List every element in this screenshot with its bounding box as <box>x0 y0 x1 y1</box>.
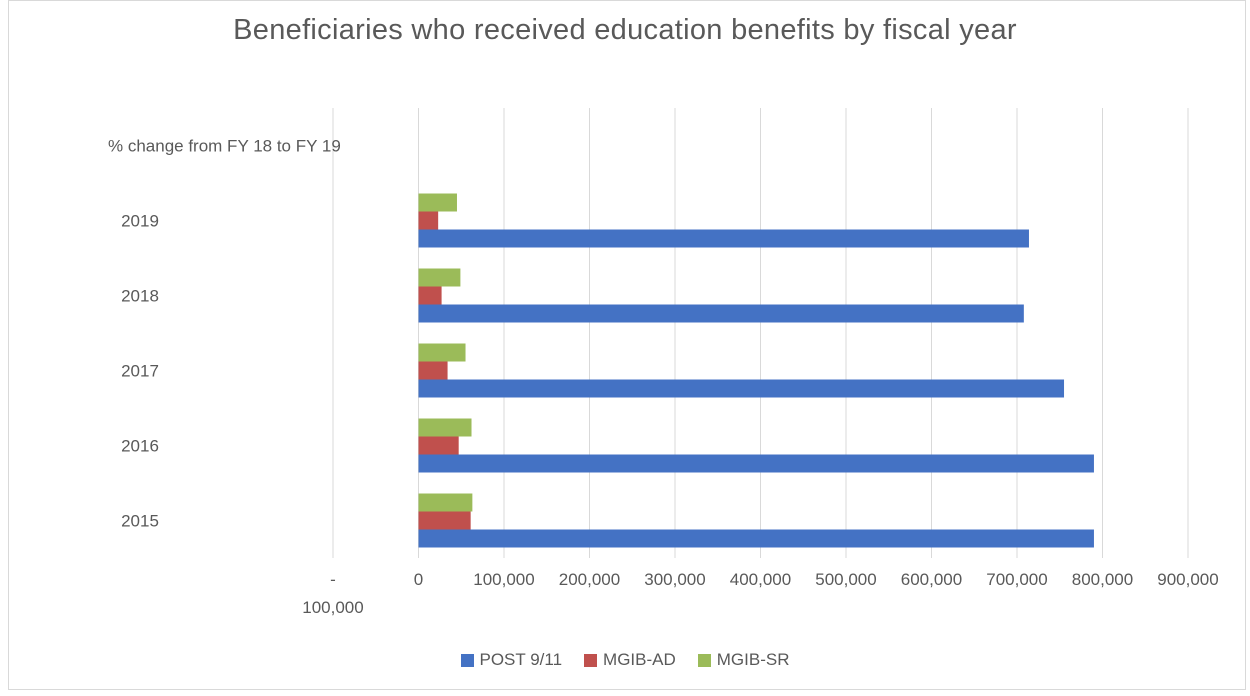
bar-mgib-ad-2017 <box>418 361 448 380</box>
category-label: 2017 <box>121 362 159 381</box>
x-tick-label: 500,000 <box>815 570 876 589</box>
legend-item: MGIB-SR <box>697 650 790 670</box>
x-tick-label: 400,000 <box>730 570 791 589</box>
x-tick-label: 0 <box>414 570 423 589</box>
x-tick-label: 100,000 <box>302 598 363 617</box>
legend-swatch <box>697 653 711 667</box>
bar-post-9-11-2018 <box>418 304 1024 323</box>
bar-mgib-sr-2015 <box>418 493 473 512</box>
bar-post-9-11-2017 <box>418 379 1065 398</box>
x-tick-labels: - 100,000 0 100,000 200,000 300,000 400,000 500… <box>302 570 1218 617</box>
category-label: 2019 <box>121 212 159 231</box>
x-tick-label: - <box>330 570 336 589</box>
bar-mgib-ad-2016 <box>418 436 459 455</box>
chart-title: Beneficiaries who received education ben… <box>233 14 1017 46</box>
category-label: 2015 <box>121 512 159 531</box>
x-tick-label: 200,000 <box>559 570 620 589</box>
bar-mgib-ad-2018 <box>418 286 442 305</box>
chart-frame <box>8 0 1246 690</box>
bar-mgib-sr-2017 <box>418 343 466 362</box>
legend-label: POST 9/11 <box>479 650 563 669</box>
category-label: 2016 <box>121 437 159 456</box>
x-tick-label: 800,000 <box>1072 570 1133 589</box>
bar-mgib-sr-2019 <box>418 193 457 212</box>
bar-mgib-ad-2015 <box>418 511 471 530</box>
legend-label: MGIB-AD <box>603 650 676 669</box>
x-tick-label: 900,000 <box>1157 570 1218 589</box>
bar-post-9-11-2019 <box>418 229 1029 248</box>
legend-swatch <box>460 653 474 667</box>
category-label: 2018 <box>121 287 159 306</box>
legend-label: MGIB-SR <box>716 650 790 669</box>
legend-swatch <box>584 653 598 667</box>
category-labels: 2015 2016 2017 2018 2019 % change from FY 18 … <box>108 137 341 531</box>
bars <box>418 193 1094 548</box>
x-tick-label: 700,000 <box>986 570 1047 589</box>
legend-item: MGIB-AD <box>584 650 676 670</box>
bar-post-9-11-2015 <box>418 529 1094 548</box>
x-tick-label: 600,000 <box>901 570 962 589</box>
gridlines <box>332 108 1189 558</box>
bar-mgib-sr-2016 <box>418 418 472 437</box>
legend: POST 9/11 MGIB-AD MGIB-SR <box>0 650 1250 670</box>
x-tick-label: 300,000 <box>644 570 705 589</box>
bar-mgib-ad-2019 <box>418 211 439 230</box>
bar-post-9-11-2016 <box>418 454 1094 473</box>
category-label: % change from FY 18 to FY 19 <box>108 137 341 156</box>
bar-mgib-sr-2018 <box>418 268 461 287</box>
x-tick-label: 100,000 <box>473 570 534 589</box>
legend-item: POST 9/11 <box>460 650 563 670</box>
